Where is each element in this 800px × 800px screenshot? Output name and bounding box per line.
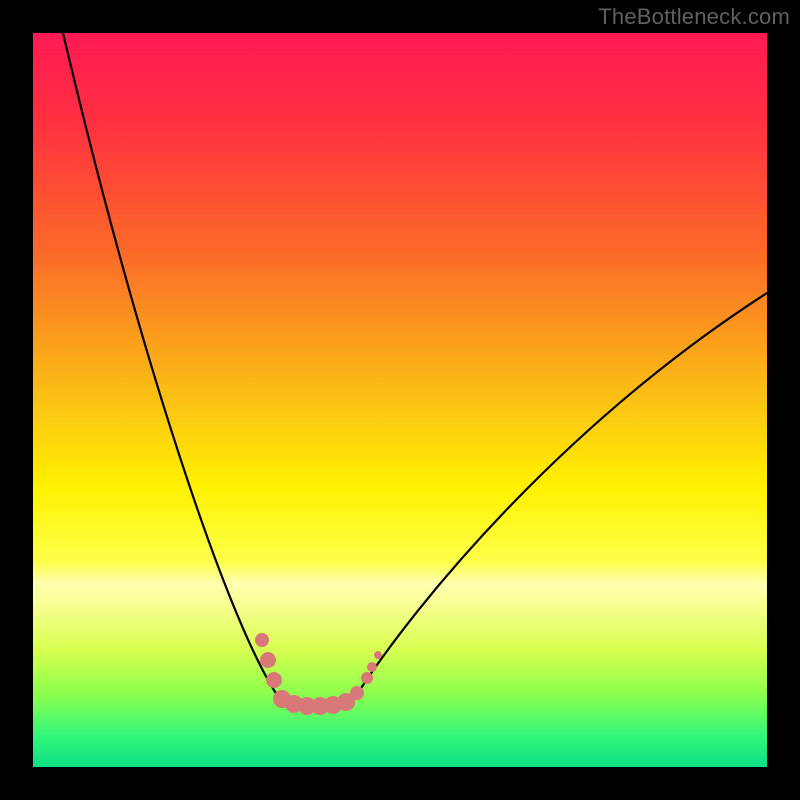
bottleneck-chart bbox=[0, 0, 800, 800]
marker-point bbox=[266, 672, 282, 688]
marker-point bbox=[367, 662, 377, 672]
watermark-text: TheBottleneck.com bbox=[598, 4, 790, 30]
marker-point bbox=[260, 652, 276, 668]
marker-point bbox=[350, 686, 364, 700]
marker-point bbox=[255, 633, 269, 647]
marker-point bbox=[374, 651, 382, 659]
marker-point bbox=[361, 672, 373, 684]
gradient-bg bbox=[33, 33, 767, 767]
chart-container: TheBottleneck.com bbox=[0, 0, 800, 800]
